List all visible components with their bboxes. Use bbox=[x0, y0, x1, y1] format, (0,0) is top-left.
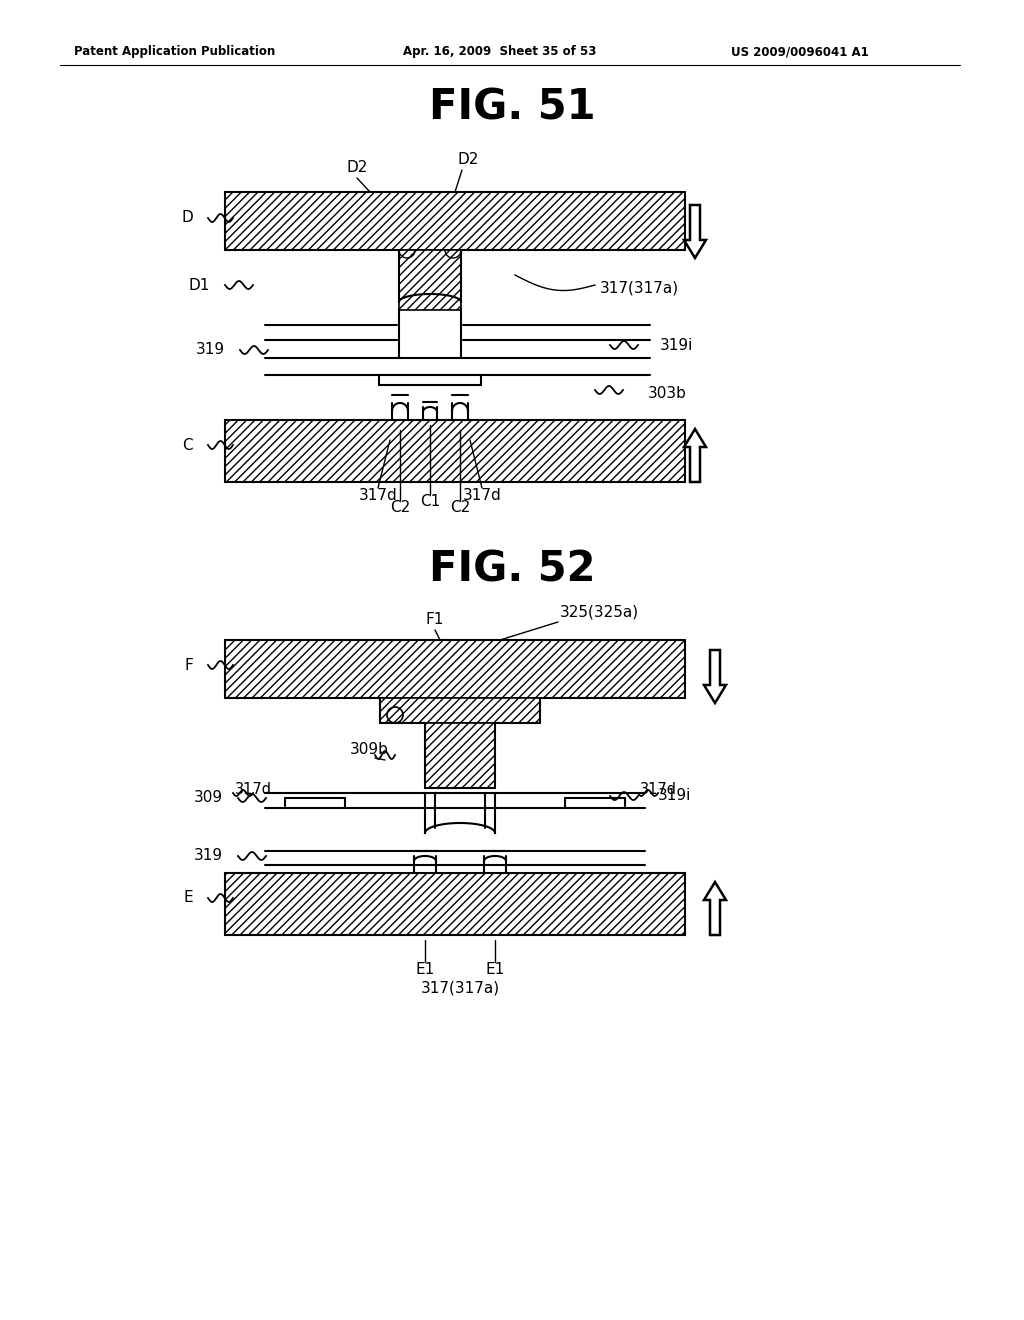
Bar bbox=[399, 249, 461, 310]
Bar bbox=[225, 640, 685, 698]
Text: 319i: 319i bbox=[658, 788, 691, 804]
Text: Apr. 16, 2009  Sheet 35 of 53: Apr. 16, 2009 Sheet 35 of 53 bbox=[403, 45, 597, 58]
Text: D: D bbox=[181, 210, 193, 226]
Text: Patent Application Publication: Patent Application Publication bbox=[75, 45, 275, 58]
Text: F1: F1 bbox=[426, 612, 444, 627]
Text: C1: C1 bbox=[420, 495, 440, 510]
Polygon shape bbox=[705, 649, 726, 704]
Bar bbox=[425, 723, 495, 788]
Text: 317d: 317d bbox=[234, 783, 272, 797]
Polygon shape bbox=[684, 205, 706, 257]
Polygon shape bbox=[684, 429, 706, 482]
Text: C: C bbox=[182, 437, 193, 453]
Text: 319i: 319i bbox=[660, 338, 693, 352]
Text: F: F bbox=[184, 657, 193, 672]
Text: FIG. 52: FIG. 52 bbox=[429, 549, 595, 591]
Text: C2: C2 bbox=[390, 500, 411, 516]
Text: 325(325a): 325(325a) bbox=[560, 605, 639, 619]
Text: 317d: 317d bbox=[640, 783, 677, 797]
Text: D2: D2 bbox=[346, 161, 368, 176]
Text: E: E bbox=[183, 891, 193, 906]
Text: FIG. 51: FIG. 51 bbox=[429, 87, 595, 129]
Polygon shape bbox=[705, 882, 726, 935]
Text: 309: 309 bbox=[194, 791, 223, 805]
Text: US 2009/0096041 A1: US 2009/0096041 A1 bbox=[731, 45, 869, 58]
Bar bbox=[380, 698, 540, 723]
Text: 317(317a): 317(317a) bbox=[421, 981, 500, 995]
Text: 317(317a): 317(317a) bbox=[600, 281, 679, 296]
Text: C2: C2 bbox=[450, 500, 470, 516]
Text: 317d: 317d bbox=[463, 488, 502, 503]
Text: 309b: 309b bbox=[350, 742, 389, 758]
Text: E1: E1 bbox=[416, 962, 434, 978]
Text: 319: 319 bbox=[194, 849, 223, 863]
Bar bbox=[225, 420, 685, 482]
Bar bbox=[379, 375, 481, 385]
Text: E1: E1 bbox=[485, 962, 505, 978]
Text: 319: 319 bbox=[196, 342, 225, 358]
Text: 303b: 303b bbox=[648, 385, 687, 400]
Text: D2: D2 bbox=[458, 153, 478, 168]
Bar bbox=[225, 191, 685, 249]
Text: 317d: 317d bbox=[358, 488, 397, 503]
Bar bbox=[225, 873, 685, 935]
Text: D1: D1 bbox=[188, 277, 210, 293]
